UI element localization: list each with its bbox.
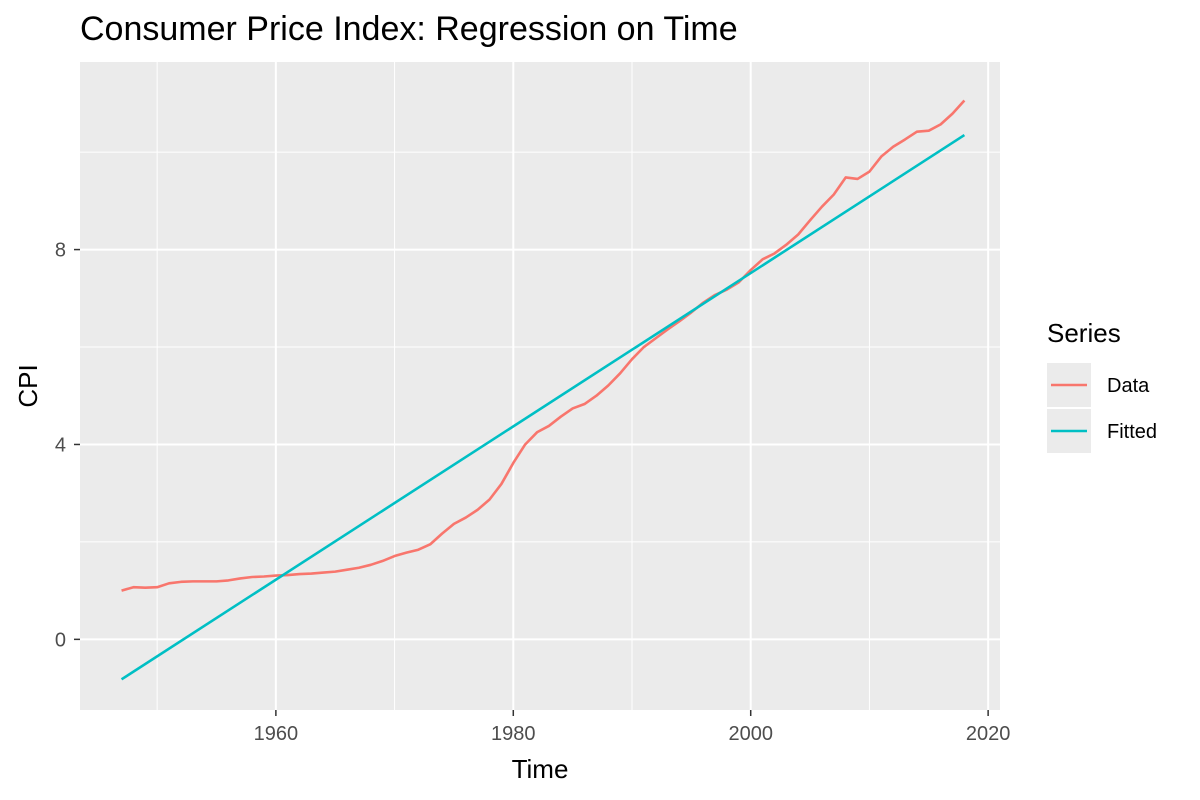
plot-panel [80,62,1000,710]
legend-label: Fitted [1107,421,1157,443]
chart-title: Consumer Price Index: Regression on Time [80,10,738,48]
series-lines [120,99,966,681]
x-tick-label: 2020 [966,723,1011,745]
legend-label: Data [1107,375,1150,397]
legend-item-fitted: Fitted [1047,409,1157,453]
y-tick-label: 8 [55,240,66,262]
series-line-fitted [120,133,966,681]
y-tick-label: 4 [55,434,66,456]
x-tick-label: 1960 [254,723,299,745]
legend: Series Data Fitted [1047,318,1157,453]
major-gridlines [80,62,1000,710]
x-tick-label: 2000 [728,723,773,745]
y-axis-label: CPI [13,364,43,407]
y-axis-ticks: 0 4 8 [55,240,80,651]
x-axis-ticks: 1960 1980 2000 2020 [254,710,1011,745]
legend-title: Series [1047,318,1121,348]
y-tick-label: 0 [55,629,66,651]
series-line-data [121,99,966,592]
x-tick-label: 1980 [491,723,536,745]
x-axis-label: Time [512,754,569,784]
legend-item-data: Data [1047,363,1150,407]
